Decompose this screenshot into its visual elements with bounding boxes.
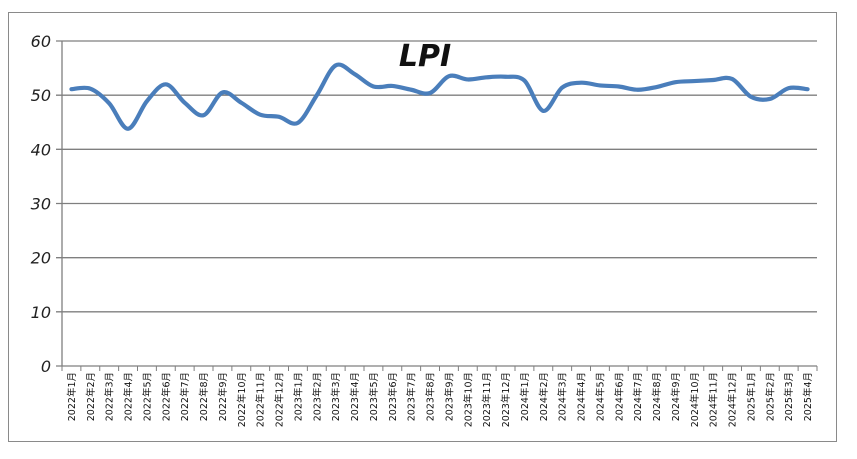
x-tick-label: 2022年9月 <box>217 372 229 421</box>
x-tick-label: 2024年12月 <box>727 372 739 427</box>
y-tick-labels: 0 10 20 30 40 50 60 <box>31 32 51 376</box>
x-tick-label: 2025年2月 <box>764 372 776 421</box>
x-tick-label: 2023年2月 <box>311 372 323 421</box>
x-tick-label: 2022年2月 <box>85 372 97 421</box>
x-tick-label: 2025年1月 <box>745 372 757 421</box>
chart-frame <box>8 12 837 442</box>
series-line <box>69 62 810 131</box>
gridlines <box>56 40 817 313</box>
y-tick-label: 10 <box>31 303 51 322</box>
x-tick-label: 2023年8月 <box>425 372 437 421</box>
y-tick-label: 0 <box>41 357 51 376</box>
x-tick-label: 2025年3月 <box>783 372 795 421</box>
x-tick-label: 2023年4月 <box>349 372 361 421</box>
x-tick-label: 2024年1月 <box>519 372 531 421</box>
y-tick-label: 30 <box>31 195 51 214</box>
x-tick-label: 2023年1月 <box>292 372 304 421</box>
x-tick-label: 2022年7月 <box>179 372 191 421</box>
x-tick-label: 2024年3月 <box>557 372 569 421</box>
x-tick-label: 2023年3月 <box>330 372 342 421</box>
chart-title: LPI <box>399 39 451 74</box>
x-tick-label: 2025年4月 <box>802 372 814 421</box>
axes <box>56 41 818 371</box>
x-tick-label: 2022年5月 <box>141 372 153 421</box>
x-tick-label: 2024年8月 <box>651 372 663 421</box>
x-tick-label: 2024年5月 <box>594 372 606 421</box>
x-tick-label: 2023年7月 <box>406 372 418 421</box>
x-tick-label: 2022年1月 <box>66 372 78 421</box>
x-tick-label: 2023年9月 <box>443 372 455 421</box>
x-tick-label: 2022年3月 <box>104 372 116 421</box>
y-tick-label: 40 <box>31 140 51 159</box>
x-tick-label: 2023年10月 <box>462 372 474 427</box>
x-tick-label: 2023年6月 <box>387 372 399 421</box>
x-tick-label: 2024年10月 <box>689 372 701 427</box>
x-tick-label: 2022年10月 <box>236 372 248 427</box>
x-tick-label: 2024年11月 <box>708 372 720 427</box>
y-tick-label: 20 <box>31 249 51 268</box>
x-tick-label: 2023年12月 <box>500 372 512 427</box>
x-tick-label: 2022年6月 <box>160 372 172 421</box>
x-tick-label: 2023年5月 <box>368 372 380 421</box>
x-tick-label: 2024年9月 <box>670 372 682 421</box>
x-tick-label: 2024年7月 <box>632 372 644 421</box>
x-tick-labels: 2022年1月 2022年2月 2022年3月 2022年4月 2022年5月 2022年… <box>66 372 814 427</box>
x-tick-label: 2022年4月 <box>123 372 135 421</box>
x-tick-label: 2022年12月 <box>274 372 286 427</box>
x-tick-label: 2024年4月 <box>576 372 588 421</box>
x-tick-label: 2022年8月 <box>198 372 210 421</box>
y-tick-label: 60 <box>31 32 51 51</box>
x-tick-label: 2022年11月 <box>255 372 267 427</box>
x-tick-label: 2024年6月 <box>613 372 625 421</box>
series-layer <box>69 62 810 131</box>
y-tick-label: 50 <box>31 86 51 105</box>
x-tick-label: 2024年2月 <box>538 372 550 421</box>
x-tick-label: 2023年11月 <box>481 372 493 427</box>
